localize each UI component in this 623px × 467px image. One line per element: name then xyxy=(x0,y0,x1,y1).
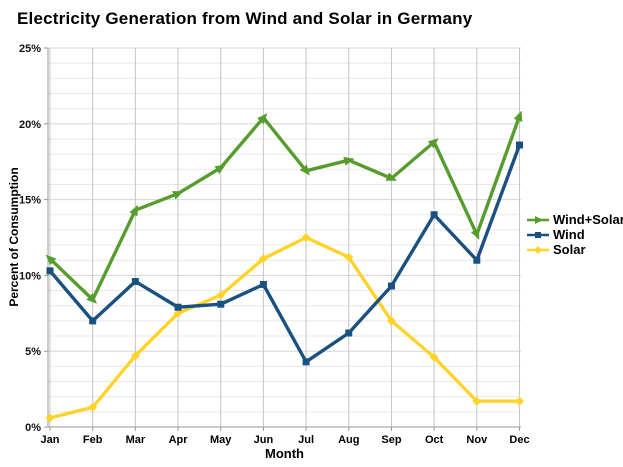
marker-wind-solar xyxy=(45,254,57,266)
marker-solar xyxy=(258,254,268,264)
legend-label-wind-solar: Wind+Solar xyxy=(553,212,623,227)
marker-solar xyxy=(429,352,439,362)
marker-solar xyxy=(301,233,311,242)
marker-solar xyxy=(45,413,55,423)
marker-wind-solar xyxy=(470,228,480,240)
x-tick-label: Jan xyxy=(41,434,60,446)
x-tick-label: Aug xyxy=(338,434,359,446)
x-tick-label: Sep xyxy=(381,434,401,446)
marker-wind xyxy=(131,277,139,285)
legend-item-solar: Solar xyxy=(527,242,623,257)
x-tick-label: Oct xyxy=(425,434,444,446)
legend-label-wind: Wind xyxy=(553,227,585,242)
legend-item-wind: Wind xyxy=(527,227,623,242)
marker-wind-solar xyxy=(129,204,138,217)
marker-wind xyxy=(430,211,438,219)
series-line-wind-solar xyxy=(48,114,522,302)
y-tick-label: 25% xyxy=(19,43,41,55)
y-tick-label: 20% xyxy=(19,119,41,131)
marker-wind xyxy=(302,358,310,366)
x-tick-label: Jun xyxy=(254,434,274,446)
marker-solar xyxy=(216,290,226,300)
marker-solar xyxy=(386,316,396,326)
marker-solar xyxy=(173,308,183,318)
marker-wind xyxy=(89,317,97,325)
series-line-solar xyxy=(48,235,522,420)
legend: Wind+Solar Wind Solar xyxy=(527,212,623,257)
marker-wind-solar xyxy=(513,110,523,122)
marker-wind-solar xyxy=(343,156,355,166)
marker-wind xyxy=(516,141,523,149)
legend-marker-wind-solar xyxy=(527,215,549,224)
x-tick-label: Mar xyxy=(126,434,146,446)
x-tick-label: Dec xyxy=(509,434,529,446)
legend-marker-wind xyxy=(527,231,549,238)
marker-solar xyxy=(130,351,140,361)
marker-wind xyxy=(174,303,182,311)
marker-wind xyxy=(259,280,267,288)
chart-title: Electricity Generation from Wind and Sol… xyxy=(17,9,473,28)
marker-wind-solar xyxy=(214,164,226,174)
series-line-wind xyxy=(48,143,522,364)
y-tick-label: 0% xyxy=(25,422,41,434)
marker-wind-solar xyxy=(257,113,268,125)
marker-solar xyxy=(515,396,524,406)
x-tick-label: Feb xyxy=(83,434,103,446)
marker-solar xyxy=(344,252,354,262)
legend-label-solar: Solar xyxy=(553,242,586,257)
x-tick-label: Apr xyxy=(169,434,189,446)
x-tick-label: Nov xyxy=(466,434,488,446)
legend-item-wind-solar: Wind+Solar xyxy=(527,212,623,227)
marker-wind-solar xyxy=(299,164,310,176)
y-tick-label: 10% xyxy=(19,270,41,282)
y-tick-label: 15% xyxy=(19,195,41,207)
marker-wind xyxy=(217,300,225,308)
y-tick-label: 5% xyxy=(25,346,41,358)
marker-wind-solar xyxy=(172,190,184,200)
marker-wind-solar xyxy=(385,172,397,181)
marker-wind xyxy=(473,256,481,264)
x-axis-title: Month xyxy=(265,446,304,461)
marker-wind-solar xyxy=(86,293,98,304)
marker-wind xyxy=(345,329,353,337)
x-tick-label: May xyxy=(210,434,232,446)
legend-marker-solar xyxy=(527,245,549,254)
marker-wind-solar xyxy=(427,138,439,149)
marker-solar xyxy=(88,402,98,412)
marker-solar xyxy=(472,396,482,406)
marker-wind xyxy=(46,267,54,275)
marker-wind xyxy=(387,282,395,290)
x-tick-label: Jul xyxy=(298,434,314,446)
